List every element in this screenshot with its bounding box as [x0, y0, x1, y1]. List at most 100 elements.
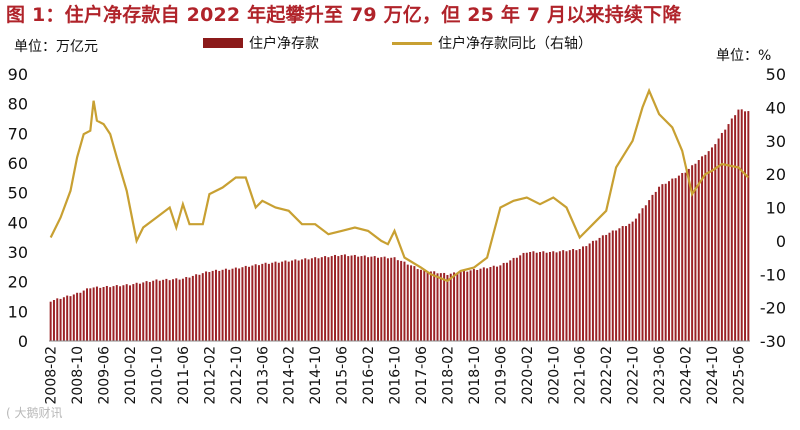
deposit-bar: [512, 257, 515, 341]
deposit-bar: [671, 178, 674, 341]
deposit-bar: [479, 268, 482, 341]
deposit-bar: [191, 275, 194, 341]
deposit-bar: [248, 266, 251, 341]
deposit-bar: [234, 267, 237, 341]
deposit-bar: [453, 272, 456, 341]
legend-line-label: 住户净存款同比（右轴）: [438, 36, 592, 52]
deposit-bar: [353, 254, 356, 341]
x-tick-label: 2019-06: [493, 346, 509, 405]
deposit-bar: [115, 285, 118, 341]
deposit-bar: [165, 278, 168, 341]
deposit-bar: [231, 268, 234, 341]
deposit-bar: [720, 132, 723, 341]
deposit-bar: [486, 268, 489, 341]
deposit-bar: [727, 124, 730, 341]
x-tick-label: 2012-02: [202, 346, 218, 405]
x-tick-label: 2023-06: [652, 346, 668, 405]
deposit-bar: [704, 154, 707, 341]
deposit-bar: [208, 272, 211, 341]
deposit-bar: [628, 223, 631, 341]
deposit-bar: [631, 221, 634, 341]
deposit-bar: [76, 292, 79, 341]
deposit-bar: [89, 288, 92, 341]
x-tick-label: 2009-06: [97, 346, 113, 405]
deposit-bar: [585, 246, 588, 341]
deposit-bar: [158, 280, 161, 341]
deposit-bar: [426, 271, 429, 341]
deposit-bar: [615, 230, 618, 341]
right-tick-label: 40: [766, 98, 786, 117]
deposit-bar: [274, 261, 277, 341]
deposit-bar: [99, 287, 102, 341]
deposit-bar: [317, 258, 320, 341]
deposit-bar: [330, 256, 333, 341]
deposit-bar: [740, 109, 743, 341]
deposit-bar: [52, 300, 55, 341]
deposit-bar: [744, 111, 747, 341]
left-axis: 0 10 20 30 40 50 60 70 80 90: [8, 65, 28, 351]
deposit-bar: [175, 278, 178, 341]
deposit-bar: [287, 261, 290, 341]
deposit-bar: [214, 269, 217, 341]
deposit-bar: [337, 256, 340, 341]
deposit-bar: [578, 249, 581, 341]
deposit-bar: [241, 267, 244, 341]
deposit-bar: [95, 286, 98, 341]
deposit-bar: [677, 175, 680, 341]
deposit-bar: [406, 264, 409, 341]
deposit-bar: [152, 280, 155, 341]
deposit-bar: [135, 282, 138, 341]
left-tick-label: 80: [8, 95, 28, 114]
deposit-bar: [459, 272, 462, 341]
right-tick-label: 20: [766, 165, 786, 184]
deposit-bar: [188, 277, 191, 341]
deposit-bar: [522, 252, 525, 341]
deposit-bar: [509, 260, 512, 341]
right-axis-unit: 单位：%: [716, 48, 772, 64]
deposit-bar: [383, 256, 386, 341]
deposit-bar: [492, 265, 495, 341]
deposit-bar: [658, 186, 661, 341]
deposit-bar: [66, 295, 69, 341]
deposit-bar: [350, 255, 353, 341]
right-tick-label: 10: [766, 199, 786, 218]
deposit-bar: [466, 271, 469, 341]
deposit-bar: [162, 279, 165, 341]
deposit-bar: [261, 263, 264, 341]
deposit-bar: [651, 194, 654, 341]
deposit-bar: [314, 257, 317, 341]
deposit-bar: [634, 218, 637, 342]
right-tick-label: -20: [760, 299, 786, 318]
legend-line-swatch: [392, 41, 432, 45]
deposit-bar: [357, 256, 360, 341]
deposit-bar: [251, 265, 254, 341]
deposit-bar: [185, 277, 188, 341]
deposit-bar: [244, 265, 247, 341]
deposit-bar: [363, 255, 366, 341]
right-tick-label: 50: [766, 65, 786, 84]
x-tick-label: 2024-10: [705, 346, 721, 405]
left-tick-label: 30: [8, 243, 28, 262]
deposit-bar: [205, 271, 208, 341]
deposit-bar: [568, 250, 571, 341]
deposit-bar: [145, 281, 148, 341]
legend-line: 住户净存款同比（右轴）: [392, 33, 592, 53]
deposit-bar: [423, 269, 426, 341]
deposit-bar: [548, 252, 551, 341]
deposit-bar: [281, 261, 284, 341]
x-tick-label: 2014-02: [282, 346, 298, 405]
deposit-bar: [446, 274, 449, 341]
deposit-bar: [515, 257, 518, 341]
deposit-bar: [62, 297, 65, 341]
deposit-bar: [82, 290, 85, 341]
x-tick-label: 2018-10: [467, 346, 483, 405]
deposit-bar: [105, 285, 108, 341]
deposit-bar: [370, 256, 373, 341]
deposit-bar: [254, 264, 257, 341]
deposit-bar: [558, 251, 561, 341]
x-tick-label: 2010-10: [149, 346, 165, 405]
bar-series: [49, 109, 750, 342]
deposit-bar: [621, 226, 624, 341]
deposit-bar: [482, 267, 485, 341]
